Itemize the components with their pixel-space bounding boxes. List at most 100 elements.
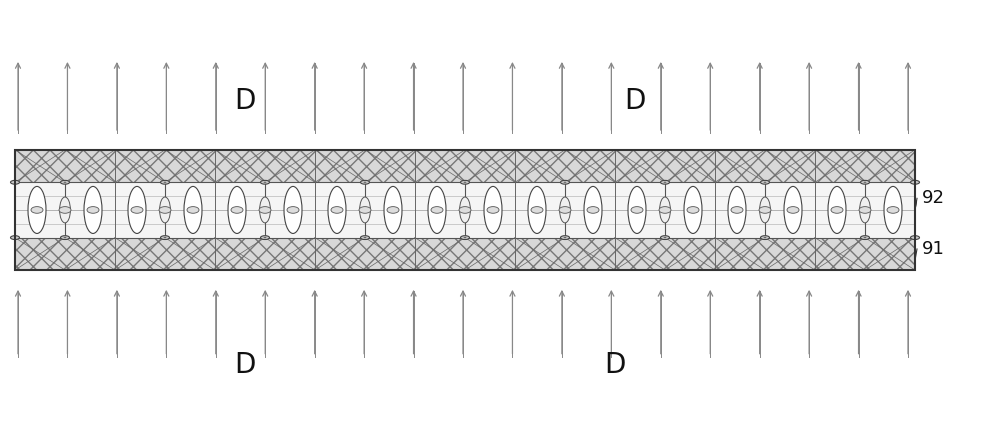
Circle shape (860, 236, 870, 240)
Ellipse shape (784, 187, 802, 233)
Ellipse shape (884, 187, 902, 233)
Ellipse shape (287, 207, 299, 213)
Circle shape (460, 236, 470, 240)
Ellipse shape (531, 207, 543, 213)
Text: D: D (234, 87, 256, 115)
Ellipse shape (431, 207, 443, 213)
Bar (15, 182, 915, 238)
Ellipse shape (560, 197, 570, 223)
Circle shape (761, 236, 770, 240)
Ellipse shape (331, 207, 343, 213)
Circle shape (364, 237, 367, 238)
Ellipse shape (859, 207, 871, 213)
Ellipse shape (187, 207, 199, 213)
Ellipse shape (759, 207, 771, 213)
Circle shape (464, 181, 466, 183)
Circle shape (564, 181, 567, 183)
Ellipse shape (159, 207, 171, 213)
Circle shape (761, 180, 770, 184)
Circle shape (164, 237, 167, 238)
Circle shape (864, 181, 867, 183)
Ellipse shape (128, 187, 146, 233)
Circle shape (864, 237, 867, 238)
Ellipse shape (328, 187, 346, 233)
Circle shape (564, 237, 567, 238)
Ellipse shape (887, 207, 899, 213)
Ellipse shape (60, 197, 70, 223)
Text: D: D (604, 351, 626, 379)
Ellipse shape (831, 207, 843, 213)
Bar (15, 150, 915, 182)
Circle shape (60, 236, 70, 240)
Ellipse shape (528, 187, 546, 233)
Bar (15, 150, 915, 270)
Circle shape (764, 181, 767, 183)
Circle shape (10, 180, 20, 184)
Ellipse shape (760, 197, 770, 223)
Ellipse shape (428, 187, 446, 233)
Circle shape (361, 180, 370, 184)
Ellipse shape (460, 197, 470, 223)
Circle shape (460, 180, 470, 184)
Ellipse shape (484, 187, 502, 233)
Ellipse shape (631, 207, 643, 213)
Circle shape (860, 180, 870, 184)
Ellipse shape (184, 187, 202, 233)
Ellipse shape (559, 207, 571, 213)
Text: 92: 92 (922, 189, 945, 207)
Circle shape (161, 236, 170, 240)
Text: 91: 91 (922, 240, 945, 258)
Circle shape (764, 237, 767, 238)
Circle shape (164, 181, 167, 183)
Ellipse shape (131, 207, 143, 213)
Ellipse shape (487, 207, 499, 213)
Ellipse shape (684, 187, 702, 233)
Ellipse shape (284, 187, 302, 233)
Circle shape (64, 237, 66, 238)
Text: D: D (234, 351, 256, 379)
Ellipse shape (59, 207, 71, 213)
Ellipse shape (387, 207, 399, 213)
Ellipse shape (359, 207, 371, 213)
Circle shape (264, 181, 266, 183)
Ellipse shape (860, 197, 870, 223)
Bar (15, 150, 915, 270)
Circle shape (664, 181, 666, 183)
Circle shape (910, 180, 920, 184)
Ellipse shape (459, 207, 471, 213)
Ellipse shape (228, 187, 246, 233)
Ellipse shape (160, 197, 170, 223)
Circle shape (464, 237, 466, 238)
Circle shape (161, 180, 170, 184)
Circle shape (10, 236, 20, 240)
Ellipse shape (31, 207, 43, 213)
Circle shape (664, 237, 666, 238)
Ellipse shape (728, 187, 746, 233)
Ellipse shape (84, 187, 102, 233)
Circle shape (561, 236, 570, 240)
Circle shape (64, 181, 66, 183)
Ellipse shape (584, 187, 602, 233)
Circle shape (260, 236, 270, 240)
Circle shape (264, 237, 266, 238)
Circle shape (60, 180, 70, 184)
Ellipse shape (360, 197, 370, 223)
Ellipse shape (787, 207, 799, 213)
Ellipse shape (87, 207, 99, 213)
Circle shape (561, 180, 570, 184)
Ellipse shape (687, 207, 699, 213)
Circle shape (364, 181, 367, 183)
Ellipse shape (587, 207, 599, 213)
Circle shape (361, 236, 370, 240)
Text: D: D (624, 87, 646, 115)
Ellipse shape (259, 207, 271, 213)
Circle shape (260, 180, 270, 184)
Ellipse shape (260, 197, 270, 223)
Bar (15, 238, 915, 270)
Ellipse shape (731, 207, 743, 213)
Ellipse shape (628, 187, 646, 233)
Circle shape (660, 180, 670, 184)
Ellipse shape (828, 187, 846, 233)
Circle shape (660, 236, 670, 240)
Circle shape (910, 236, 920, 240)
